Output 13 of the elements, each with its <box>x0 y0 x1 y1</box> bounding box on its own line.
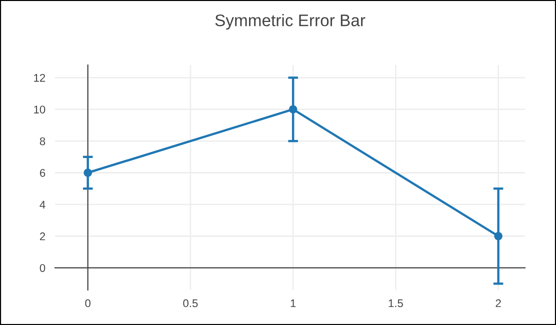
x-tick-label: 2 <box>496 299 501 308</box>
y-tick-label: 6 <box>40 169 46 177</box>
x-tick-label: 0.5 <box>183 299 198 308</box>
y-tick-label: 8 <box>40 137 46 146</box>
y-tick-label: 2 <box>40 232 46 240</box>
y-tick-label: 10 <box>34 106 46 114</box>
y-tick-label: 4 <box>40 200 46 208</box>
chart-title: Symmetric Error Bar <box>215 14 366 30</box>
y-tick-label: 12 <box>34 74 46 82</box>
y-tick-label: 0 <box>40 264 46 272</box>
x-tick-label: 0 <box>85 299 90 308</box>
x-tick-label: 1.5 <box>388 299 403 308</box>
x-tick-label: 1 <box>290 299 296 308</box>
